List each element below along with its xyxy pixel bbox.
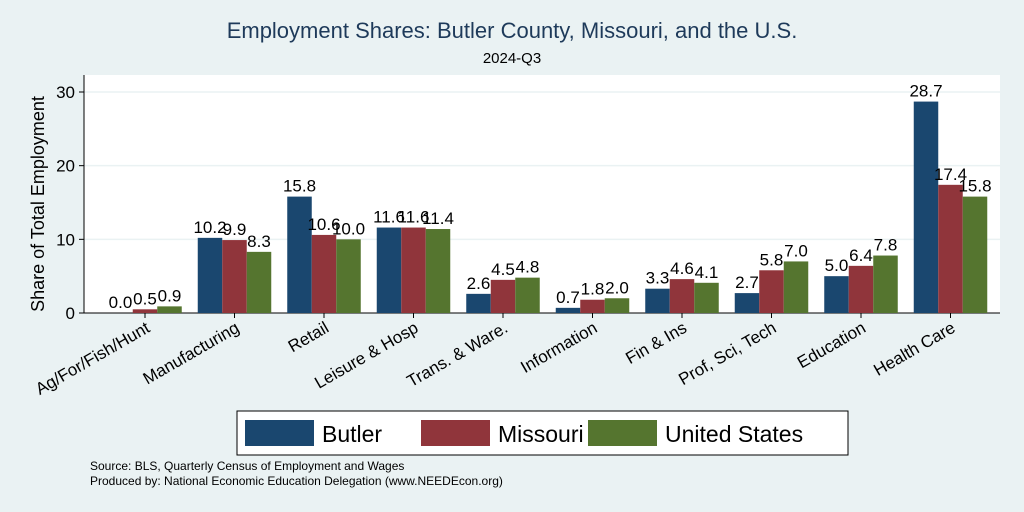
data-label: 8.3 (247, 232, 271, 251)
bar (734, 293, 760, 313)
bar (824, 276, 849, 313)
bar (311, 234, 337, 313)
legend-label: Butler (322, 421, 382, 447)
data-label: 10.6 (307, 215, 340, 234)
bar (515, 277, 540, 313)
x-tick-label: Education (794, 318, 869, 372)
legend-swatch (245, 420, 314, 446)
data-label: 7.8 (874, 236, 898, 255)
bar (132, 309, 158, 313)
bar (401, 227, 426, 313)
y-tick-label: 20 (56, 157, 75, 176)
legend (236, 410, 849, 456)
x-tick-label: Health Care (870, 318, 958, 380)
bar (425, 229, 451, 313)
data-label: 3.3 (646, 269, 670, 288)
bar (580, 299, 605, 313)
data-label: 11.6 (373, 208, 405, 227)
y-tick-label: 30 (56, 83, 75, 102)
data-label: 4.6 (670, 259, 694, 278)
legend-label: United States (665, 421, 803, 447)
data-label: 28.7 (909, 82, 942, 101)
x-tick-label: Information (517, 318, 600, 377)
x-tick-label: Ag/For/Fish/Hunt (32, 318, 153, 399)
data-label: 2.0 (605, 278, 629, 297)
bar (157, 306, 182, 313)
legend-swatch (588, 420, 657, 446)
x-tick-label: Manufacturing (140, 318, 243, 388)
chart-title: Employment Shares: Butler County, Missou… (226, 18, 798, 43)
bar (376, 227, 402, 313)
bar (873, 255, 898, 313)
y-axis-label: Share of Total Employment (28, 96, 48, 312)
data-label: 15.8 (283, 177, 316, 196)
data-label: 1.8 (581, 280, 605, 299)
bar (848, 265, 874, 313)
bar (222, 240, 247, 313)
data-label: 11.6 (398, 208, 430, 227)
legend-swatch (421, 420, 490, 446)
data-label: 0.9 (158, 286, 182, 305)
data-label: 11.4 (422, 209, 454, 228)
bar (197, 237, 223, 313)
bar (336, 239, 361, 313)
produced-note: Produced by: National Economic Education… (90, 474, 503, 488)
data-label: 15.8 (958, 177, 991, 196)
data-label: 0.0 (109, 293, 133, 312)
data-label: 4.5 (491, 260, 515, 279)
data-label: 2.6 (467, 274, 491, 293)
data-label: 10.0 (332, 219, 365, 238)
bar (246, 251, 272, 313)
data-label: 0.7 (556, 288, 580, 307)
legend-label: Missouri (498, 421, 584, 447)
bar (490, 279, 516, 313)
data-label: 7.0 (784, 241, 808, 260)
chart-subtitle: 2024-Q3 (482, 50, 542, 67)
data-label: 4.1 (695, 263, 719, 282)
data-label: 5.8 (760, 250, 784, 269)
bar (604, 298, 630, 313)
data-label: 2.7 (735, 273, 759, 292)
data-label: 4.8 (516, 258, 540, 277)
data-label: 6.4 (849, 246, 873, 265)
bar (287, 196, 312, 313)
data-label: 0.5 (133, 289, 157, 308)
bar (645, 288, 670, 313)
bar (759, 270, 784, 313)
bar (555, 307, 581, 313)
source-note: Source: BLS, Quarterly Census of Employm… (90, 459, 405, 473)
bar (913, 101, 939, 314)
data-label: 5.0 (825, 256, 849, 275)
x-tick-label: Fin & Ins (622, 318, 690, 368)
x-tick-label: Retail (285, 318, 332, 356)
bar (466, 293, 491, 313)
bar (694, 282, 719, 313)
data-label: 17.4 (934, 165, 967, 184)
bar (962, 196, 988, 313)
y-tick-label: 10 (56, 230, 75, 249)
bar (783, 261, 809, 313)
bar (938, 184, 963, 313)
y-tick-label: 0 (66, 304, 75, 323)
x-tick-label: Prof, Sci, Tech (675, 318, 779, 389)
data-label: 9.9 (223, 220, 247, 239)
bar (669, 279, 695, 313)
x-tick-label: Trans. & Ware. (404, 318, 511, 391)
data-label: 10.2 (193, 218, 226, 237)
